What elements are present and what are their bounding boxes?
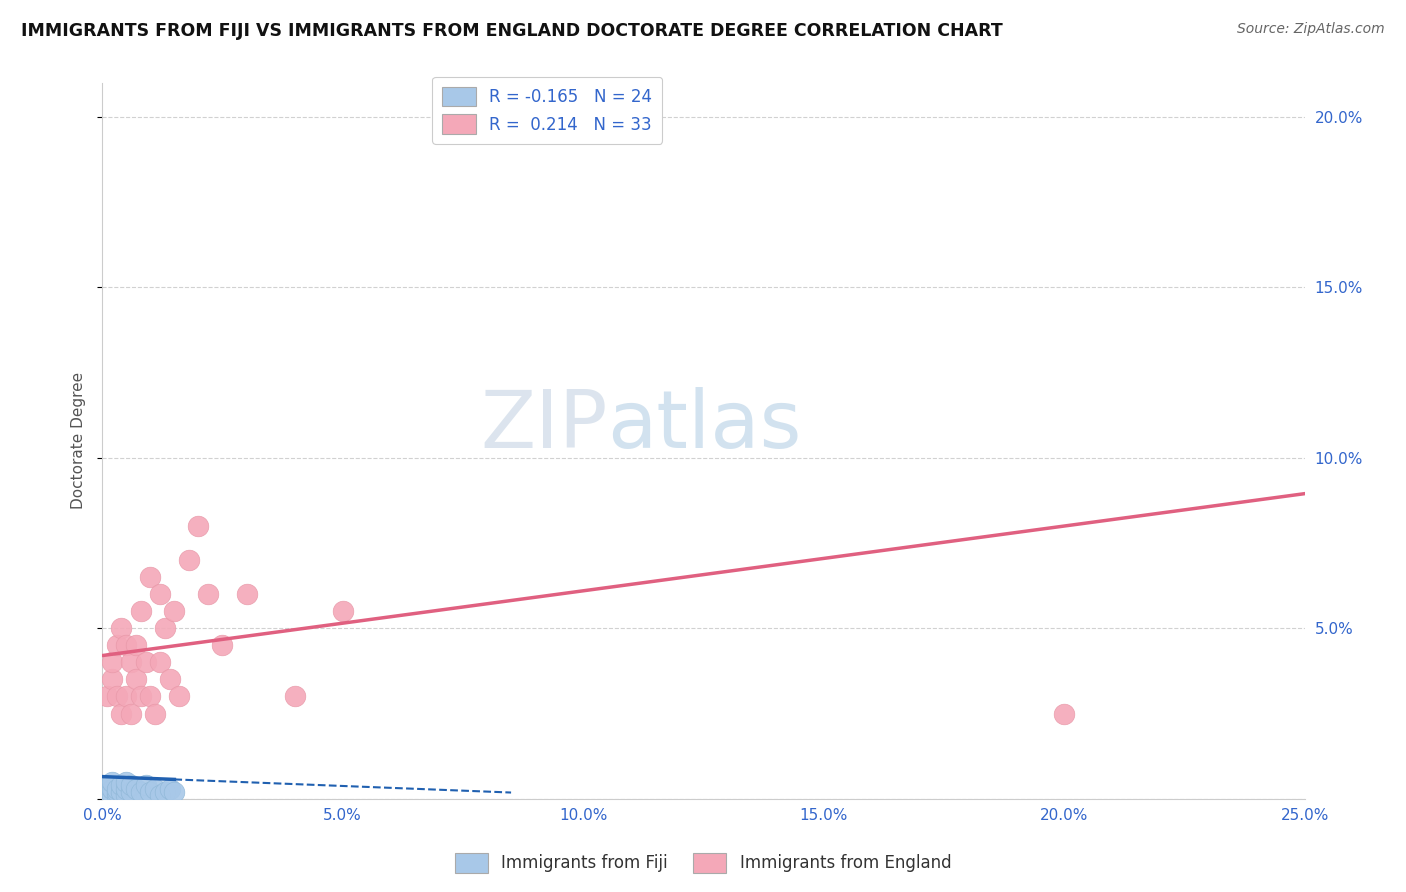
Legend: R = -0.165   N = 24, R =  0.214   N = 33: R = -0.165 N = 24, R = 0.214 N = 33 [432,77,662,144]
Point [143,706,166,721]
Point [110,778,132,792]
Y-axis label: Doctorate Degree: Doctorate Degree [72,372,86,509]
Point [143,781,166,796]
Point [159,781,181,796]
Point [153,621,176,635]
Point [101,789,124,803]
Text: Source: ZipAtlas.com: Source: ZipAtlas.com [1237,22,1385,37]
Text: atlas: atlas [607,387,801,466]
Point [139,690,162,704]
Legend: Immigrants from Fiji, Immigrants from England: Immigrants from Fiji, Immigrants from En… [449,847,957,880]
Point [105,690,128,704]
Point [163,785,186,799]
Point [120,785,142,799]
Point [96,778,118,792]
Point [115,781,138,796]
Point [105,785,128,799]
Point [129,785,152,799]
Point [101,781,124,796]
Point [115,638,138,652]
Point [139,570,162,584]
Point [125,781,148,796]
Point [110,621,132,635]
Point [167,690,190,704]
Point [110,706,132,721]
Point [139,785,162,799]
Point [101,774,124,789]
Point [159,673,181,687]
Point [134,778,156,792]
Point [177,553,200,567]
Point [120,656,142,670]
Point [120,706,142,721]
Point [149,789,172,803]
Point [129,690,152,704]
Point [235,587,257,601]
Point [149,587,172,601]
Point [105,781,128,796]
Point [284,690,307,704]
Point [149,656,172,670]
Point [115,690,138,704]
Point [96,690,118,704]
Text: IMMIGRANTS FROM FIJI VS IMMIGRANTS FROM ENGLAND DOCTORATE DEGREE CORRELATION CHA: IMMIGRANTS FROM FIJI VS IMMIGRANTS FROM … [21,22,1002,40]
Point [153,785,176,799]
Point [115,774,138,789]
Point [101,673,124,687]
Point [125,673,148,687]
Point [110,785,132,799]
Point [96,785,118,799]
Point [125,638,148,652]
Point [1053,706,1076,721]
Point [115,789,138,803]
Point [120,778,142,792]
Point [163,604,186,618]
Point [197,587,219,601]
Point [105,789,128,803]
Point [129,604,152,618]
Point [211,638,233,652]
Point [187,519,209,533]
Point [101,656,124,670]
Point [134,656,156,670]
Point [105,638,128,652]
Point [332,604,354,618]
Text: ZIP: ZIP [479,387,607,466]
